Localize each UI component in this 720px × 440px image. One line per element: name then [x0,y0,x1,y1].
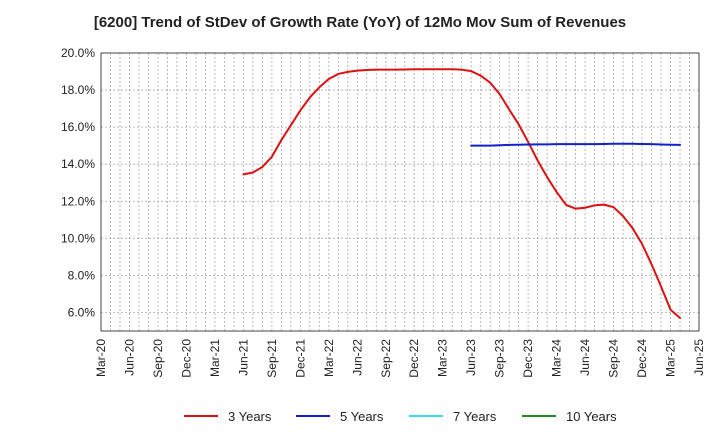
x-tick-label: Mar-21 [208,339,222,377]
y-tick-label: 10.0% [61,231,95,245]
x-tick-label: Sep-21 [265,339,279,378]
legend-swatch-5-years [296,415,330,417]
x-tick-label: Sep-20 [151,339,165,378]
y-tick-label: 20.0% [61,46,95,60]
x-tick-label: Dec-20 [179,339,193,378]
y-tick-label: 16.0% [61,120,95,134]
legend-swatch-3-years [184,415,218,417]
series-line-5-years [470,142,682,147]
legend-label-5-years: 5 Years [340,408,384,424]
series-line-3-years [242,68,682,320]
legend-item-10-years: 10 Years [522,406,617,426]
legend-label-3-years: 3 Years [228,408,272,424]
legend-item-3-years: 3 Years [184,406,271,426]
x-tick-label: Mar-23 [436,339,450,377]
legend-item-7-years: 7 Years [409,406,496,426]
legend-swatch-7-years [409,415,443,417]
legend-item-5-years: 5 Years [296,406,383,426]
x-tick-label: Jun-22 [350,339,364,376]
legend-label-7-years: 7 Years [453,408,497,424]
x-tick-label: Sep-23 [493,339,507,378]
x-tick-label: Dec-22 [407,339,421,378]
x-tick-label: Jun-23 [464,339,478,376]
y-axis: 6.0% 8.0% 10.0% 12.0% 14.0% 16.0% 18.0% 20.0% [61,46,95,319]
y-tick-label: 6.0% [68,305,96,319]
x-tick-label: Jun-21 [236,339,250,376]
x-tick-label: Sep-22 [379,339,393,378]
x-tick-label: Mar-24 [550,339,564,377]
plot-frame [100,52,700,332]
x-tick-label: Jun-25 [692,339,706,376]
x-tick-label: Sep-24 [607,339,621,378]
chart-title: [6200] Trend of StDev of Growth Rate (Yo… [93,14,627,31]
x-tick-label: Dec-23 [521,339,535,378]
legend-label-10-years: 10 Years [566,408,617,424]
series-layer [242,68,682,320]
y-tick-label: 12.0% [61,194,95,208]
legend: 3 Years 5 Years 7 Years 10 Years [0,406,720,426]
x-tick-label: Mar-22 [322,339,336,377]
legend-swatch-10-years [522,415,556,417]
x-tick-label: Jun-24 [578,339,592,376]
x-tick-label: Dec-24 [635,339,649,378]
plot-area [101,53,699,331]
y-tick-label: 8.0% [68,268,96,282]
y-tick-label: 14.0% [61,157,95,171]
x-tick-label: Mar-25 [664,339,678,377]
x-tick-label: Dec-21 [293,339,307,378]
x-tick-label: Jun-20 [122,339,136,376]
x-axis: Mar-20 Jun-20 Sep-20 Dec-20 Mar-21 Jun-21 Sep-… [94,339,706,378]
y-tick-label: 18.0% [61,83,95,97]
x-tick-label: Mar-20 [94,339,108,377]
